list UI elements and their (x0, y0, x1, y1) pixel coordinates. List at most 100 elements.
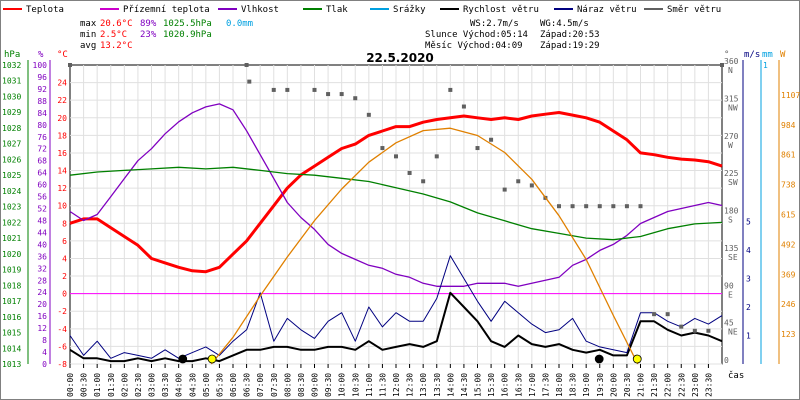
x-tick-label: 04:00 (175, 373, 184, 397)
temp-tick-label: -8 (57, 360, 67, 369)
hum-tick-label: 8 (42, 336, 47, 345)
press-tick-label: 1032 (2, 61, 21, 70)
temp-tick-label: -2 (57, 307, 67, 316)
hum-tick-label: 64 (37, 169, 47, 178)
hum-tick-label: 24 (37, 288, 47, 297)
x-tick-label: 22:00 (664, 373, 673, 397)
dir-point (312, 87, 317, 92)
x-tick-label: 05:30 (215, 373, 224, 397)
press-tick-label: 1027 (2, 140, 21, 149)
solar-tick-label: 1107 (781, 91, 800, 100)
x-tick-label: 13:00 (419, 373, 428, 397)
hum-axis-unit: % (38, 50, 44, 60)
dir-tick-label: 270 (724, 132, 739, 141)
stat-max-press: 1025.5hPa (163, 19, 212, 29)
wind-tick-label: 2 (746, 303, 751, 312)
rain-tick-label: 1 (763, 61, 768, 70)
solar-axis-unit: W (780, 50, 786, 60)
hum-tick-label: 48 (37, 216, 47, 225)
hum-tick-label: 44 (37, 228, 47, 237)
legend-gust: Náraz větru (577, 5, 637, 15)
dir-point (624, 204, 629, 209)
x-tick-label: 08:00 (283, 373, 292, 397)
x-tick-label: 05:00 (202, 373, 211, 397)
dir-point (271, 87, 276, 92)
x-axis-label: čas (728, 370, 744, 381)
marker-point (594, 354, 604, 364)
dir-axis-unit: ° (724, 50, 729, 60)
press-axis-unit: hPa (4, 50, 20, 60)
temp-tick-label: -6 (57, 342, 67, 351)
x-tick-label: 16:30 (514, 373, 523, 397)
hum-tick-label: 60 (37, 181, 47, 190)
dir-point (611, 204, 616, 209)
dir-point (692, 328, 697, 333)
dir-point (380, 146, 385, 151)
dir-tick-label: 135 (724, 244, 739, 253)
series-wind (69, 291, 723, 363)
dir-point (353, 96, 358, 101)
x-tick-label: 09:00 (311, 373, 320, 397)
temp-tick-label: 22 (57, 96, 67, 105)
dir-point (68, 63, 72, 67)
wind-axis-unit: m/s (744, 50, 760, 60)
temp-tick-label: 14 (57, 167, 67, 176)
stat-min-label: min (80, 30, 96, 40)
press-tick-label: 1026 (2, 155, 21, 164)
stat-moonrise: Měsíc Východ:04:09 (425, 41, 523, 51)
x-tick-label: 00:00 (66, 373, 75, 397)
x-tick-label: 17:00 (528, 373, 537, 397)
stat-max-rain: 0.0mm (226, 19, 253, 29)
x-tick-label: 04:30 (188, 373, 197, 397)
dir-point (679, 324, 684, 329)
hum-tick-label: 16 (37, 312, 47, 321)
series-sun (210, 127, 639, 365)
legend-rain: Srážky (393, 5, 426, 15)
hum-tick-label: 0 (42, 360, 47, 369)
dir-point (366, 112, 371, 117)
solar-tick-label: 984 (781, 121, 796, 130)
stat-sunset: Západ:20:53 (540, 30, 600, 40)
legend: Teplota Přízemní teplota Vlhkost Tlak Sr… (3, 5, 721, 15)
dir-tick-label: 90 (724, 281, 734, 290)
temp-tick-label: 20 (57, 114, 67, 123)
temp-tick-label: 6 (62, 237, 67, 246)
hum-tick-label: 12 (37, 324, 47, 333)
dir-point (247, 79, 252, 84)
hum-tick-label: 52 (37, 205, 47, 214)
x-tick-label: 16:00 (501, 373, 510, 397)
markers (178, 354, 642, 364)
hum-tick-label: 28 (37, 276, 47, 285)
press-tick-label: 1017 (2, 297, 21, 306)
hum-tick-label: 4 (42, 348, 47, 357)
dir-point (638, 204, 643, 209)
wind-tick-label: 5 (746, 218, 751, 227)
hum-tick-label: 72 (37, 145, 47, 154)
hum-tick-label: 76 (37, 133, 47, 142)
x-tick-label: 23:00 (691, 373, 700, 397)
dir-point (394, 154, 398, 159)
x-tick-label: 07:00 (256, 373, 265, 397)
solar-tick-label: 246 (781, 300, 796, 309)
rain-axis-unit: mm (762, 50, 773, 60)
dir-point (326, 92, 331, 97)
hum-tick-label: 20 (37, 300, 47, 309)
hum-tick-label: 32 (37, 264, 47, 273)
x-tick-label: 01:00 (93, 373, 102, 397)
marker-point (207, 354, 217, 364)
dir-point (475, 146, 480, 151)
temp-tick-label: 4 (62, 254, 67, 263)
dir-point (461, 104, 466, 109)
hum-tick-label: 36 (37, 252, 47, 261)
x-tick-label: 18:00 (555, 373, 564, 397)
x-tick-label: 13:30 (433, 373, 442, 397)
x-tick-label: 01:30 (107, 373, 116, 397)
dir-tick-label: 45 (724, 319, 734, 328)
series-temp (69, 111, 723, 274)
x-tick-label: 12:30 (406, 373, 415, 397)
hum-tick-label: 84 (37, 109, 47, 118)
press-tick-label: 1023 (2, 203, 21, 212)
stats-panel: max 20.6°C 89% 1025.5hPa 0.0mm min 2.5°C… (80, 19, 600, 51)
series-hum (69, 103, 723, 287)
